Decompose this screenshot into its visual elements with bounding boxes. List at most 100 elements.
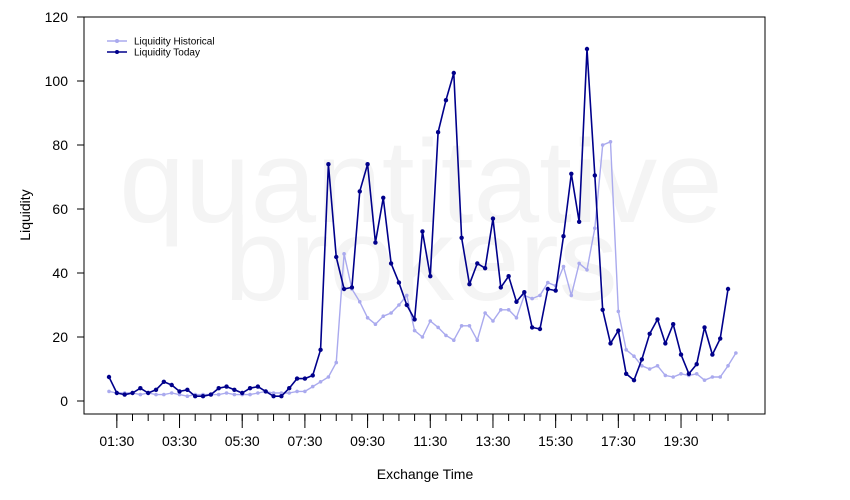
- data-point: [302, 376, 308, 381]
- data-point: [224, 391, 229, 395]
- data-point: [224, 384, 229, 389]
- data-point: [177, 392, 182, 397]
- data-point: [498, 285, 503, 290]
- x-tick-label: 13:30: [475, 433, 510, 449]
- data-point: [623, 371, 629, 376]
- data-point: [373, 240, 378, 245]
- data-point: [162, 392, 166, 397]
- data-point: [569, 293, 574, 298]
- data-point: [216, 386, 221, 391]
- data-point: [294, 376, 300, 381]
- legend-label: Liquidity Today: [134, 48, 200, 59]
- data-point: [647, 331, 652, 336]
- data-point: [154, 392, 158, 397]
- data-point: [537, 326, 543, 332]
- data-point: [381, 314, 386, 319]
- x-tick-label: 09:30: [350, 433, 385, 449]
- data-point: [459, 235, 464, 240]
- data-point: [208, 392, 214, 397]
- data-point: [475, 338, 480, 343]
- legend-swatch-point: [115, 39, 119, 43]
- data-point: [169, 382, 174, 388]
- data-point: [310, 373, 315, 378]
- data-point: [185, 387, 190, 392]
- data-point: [365, 162, 370, 167]
- data-point: [106, 374, 112, 380]
- data-point: [153, 387, 159, 392]
- data-point: [451, 338, 456, 343]
- data-point: [671, 375, 675, 379]
- y-axis: 0 20 40 60 80 100 120: [45, 9, 84, 409]
- data-point: [436, 325, 440, 330]
- y-tick-label: 120: [45, 9, 69, 25]
- data-point: [310, 384, 315, 389]
- data-point: [631, 378, 637, 383]
- data-point: [522, 290, 527, 295]
- data-point: [491, 319, 495, 323]
- data-point: [475, 261, 480, 266]
- data-point: [271, 394, 276, 399]
- y-axis-title: Liquidity: [17, 189, 33, 240]
- x-tick-label: 11:30: [413, 433, 447, 449]
- data-point: [483, 311, 487, 315]
- x-tick-label: 01:30: [99, 433, 134, 449]
- data-point: [616, 328, 621, 333]
- data-point: [499, 308, 503, 312]
- data-point: [255, 384, 261, 389]
- data-point: [122, 392, 127, 397]
- data-point: [585, 268, 589, 272]
- data-point: [420, 335, 425, 339]
- x-tick-label: 17:30: [601, 433, 636, 449]
- data-point: [482, 266, 488, 271]
- data-point: [725, 286, 731, 292]
- data-point: [640, 364, 644, 368]
- data-point: [726, 364, 730, 368]
- data-point: [420, 229, 425, 234]
- data-point: [232, 392, 237, 397]
- data-point: [600, 143, 605, 147]
- y-tick-label: 40: [52, 265, 68, 281]
- x-tick-label: 19:30: [664, 433, 699, 449]
- data-point: [655, 317, 660, 322]
- y-tick-label: 60: [52, 201, 68, 217]
- data-point: [271, 391, 276, 395]
- data-point: [326, 375, 331, 379]
- plot-frame: [83, 16, 766, 415]
- data-point: [639, 357, 645, 362]
- data-point: [247, 386, 253, 391]
- data-point: [263, 389, 268, 394]
- data-point: [444, 333, 448, 338]
- watermark-line-1: quantitative: [119, 116, 723, 248]
- series-layer: [106, 46, 738, 399]
- legend-label: Liquidity Historical: [134, 37, 215, 48]
- data-point: [130, 390, 135, 396]
- data-point: [592, 173, 598, 178]
- data-point: [702, 378, 707, 383]
- data-point: [145, 390, 151, 396]
- data-point: [710, 352, 715, 357]
- data-point: [279, 394, 284, 399]
- data-point: [404, 302, 409, 308]
- data-point: [506, 308, 511, 312]
- series-historical: [107, 140, 738, 399]
- data-point: [679, 372, 683, 376]
- data-point: [428, 274, 433, 279]
- data-point: [514, 316, 519, 320]
- data-point: [561, 234, 566, 239]
- data-point: [138, 386, 143, 391]
- x-tick-label: 05:30: [225, 433, 260, 449]
- data-point: [663, 341, 668, 346]
- data-point: [443, 98, 449, 103]
- data-point: [702, 325, 707, 330]
- x-tick-label: 03:30: [162, 433, 197, 449]
- data-point: [185, 394, 190, 399]
- data-point: [632, 354, 636, 359]
- data-point: [412, 328, 417, 333]
- data-point: [600, 307, 605, 312]
- data-point: [678, 352, 684, 357]
- data-point: [670, 322, 676, 327]
- data-point: [334, 254, 339, 260]
- data-point: [342, 252, 346, 256]
- data-point: [546, 280, 550, 285]
- data-point: [318, 347, 323, 352]
